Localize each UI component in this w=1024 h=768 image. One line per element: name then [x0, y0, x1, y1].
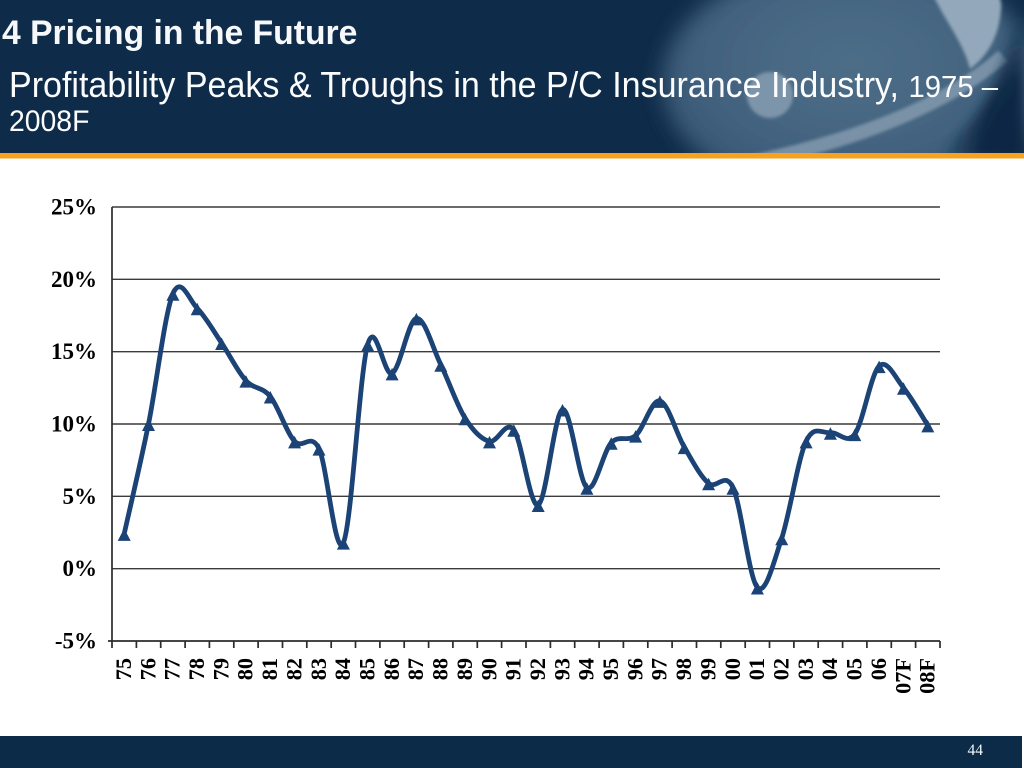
svg-text:83: 83	[306, 658, 331, 680]
svg-text:06: 06	[866, 658, 891, 680]
svg-text:02: 02	[769, 658, 794, 680]
svg-text:81: 81	[257, 658, 282, 680]
svg-text:92: 92	[525, 658, 550, 680]
svg-text:82: 82	[281, 658, 306, 680]
svg-text:88: 88	[428, 658, 453, 680]
svg-text:75: 75	[111, 658, 136, 680]
svg-text:05: 05	[842, 658, 867, 680]
svg-text:25%: 25%	[51, 195, 97, 220]
svg-text:77: 77	[160, 658, 185, 680]
svg-text:01: 01	[744, 658, 769, 680]
svg-text:07F: 07F	[890, 658, 915, 694]
svg-text:91: 91	[501, 658, 526, 680]
svg-text:03: 03	[793, 658, 818, 680]
svg-text:78: 78	[184, 658, 209, 680]
svg-text:0%: 0%	[63, 556, 98, 581]
svg-text:20%: 20%	[51, 267, 97, 292]
svg-text:5%: 5%	[63, 484, 98, 509]
svg-text:04: 04	[817, 658, 842, 680]
svg-text:15%: 15%	[51, 339, 97, 364]
svg-text:98: 98	[671, 658, 696, 680]
svg-text:10%: 10%	[51, 412, 97, 437]
svg-text:99: 99	[695, 658, 720, 680]
svg-text:76: 76	[135, 658, 160, 680]
svg-text:85: 85	[355, 658, 380, 680]
svg-text:97: 97	[647, 658, 672, 680]
svg-text:80: 80	[233, 658, 258, 680]
svg-text:84: 84	[330, 658, 355, 680]
svg-text:86: 86	[379, 658, 404, 680]
svg-text:08F: 08F	[915, 658, 940, 694]
svg-text:93: 93	[549, 658, 574, 680]
svg-text:-5%: -5%	[55, 629, 97, 654]
svg-text:90: 90	[476, 658, 501, 680]
svg-text:79: 79	[208, 658, 233, 680]
svg-text:95: 95	[598, 658, 623, 680]
svg-text:94: 94	[574, 658, 599, 680]
svg-text:87: 87	[403, 658, 428, 680]
svg-text:00: 00	[720, 658, 745, 680]
svg-text:89: 89	[452, 658, 477, 680]
svg-text:96: 96	[622, 658, 647, 680]
